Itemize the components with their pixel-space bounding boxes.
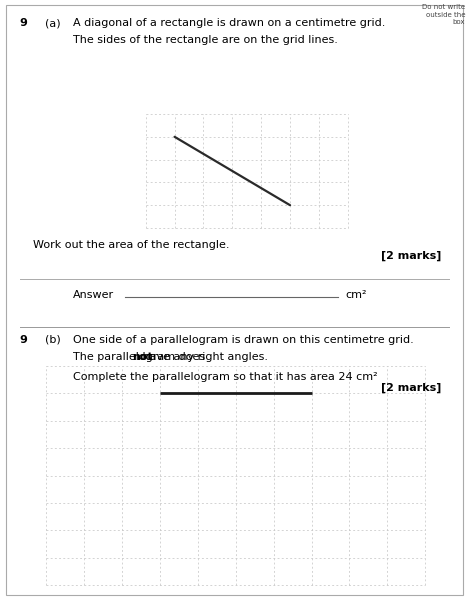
Text: One side of a parallelogram is drawn on this centimetre grid.: One side of a parallelogram is drawn on … [73, 335, 414, 345]
FancyBboxPatch shape [6, 5, 463, 595]
Text: 9: 9 [20, 335, 28, 345]
Text: [2 marks]: [2 marks] [382, 383, 442, 393]
Text: Work out the area of the rectangle.: Work out the area of the rectangle. [33, 240, 229, 250]
Text: not: not [132, 352, 152, 362]
Text: A diagonal of a rectangle is drawn on a centimetre grid.: A diagonal of a rectangle is drawn on a … [73, 18, 385, 28]
Text: 9: 9 [20, 18, 28, 28]
Text: [2 marks]: [2 marks] [382, 251, 442, 261]
Text: (b): (b) [45, 335, 61, 345]
Text: Answer: Answer [73, 290, 114, 300]
Text: Complete the parallelogram so that it has area 24 cm²: Complete the parallelogram so that it ha… [73, 372, 377, 382]
Text: cm²: cm² [345, 290, 367, 300]
Text: (a): (a) [45, 18, 60, 28]
Text: Do not write
outside the
box: Do not write outside the box [422, 4, 465, 25]
Text: The parallelogram does: The parallelogram does [73, 352, 209, 362]
Text: have any right angles.: have any right angles. [140, 352, 268, 362]
Text: The sides of the rectangle are on the grid lines.: The sides of the rectangle are on the gr… [73, 35, 338, 45]
